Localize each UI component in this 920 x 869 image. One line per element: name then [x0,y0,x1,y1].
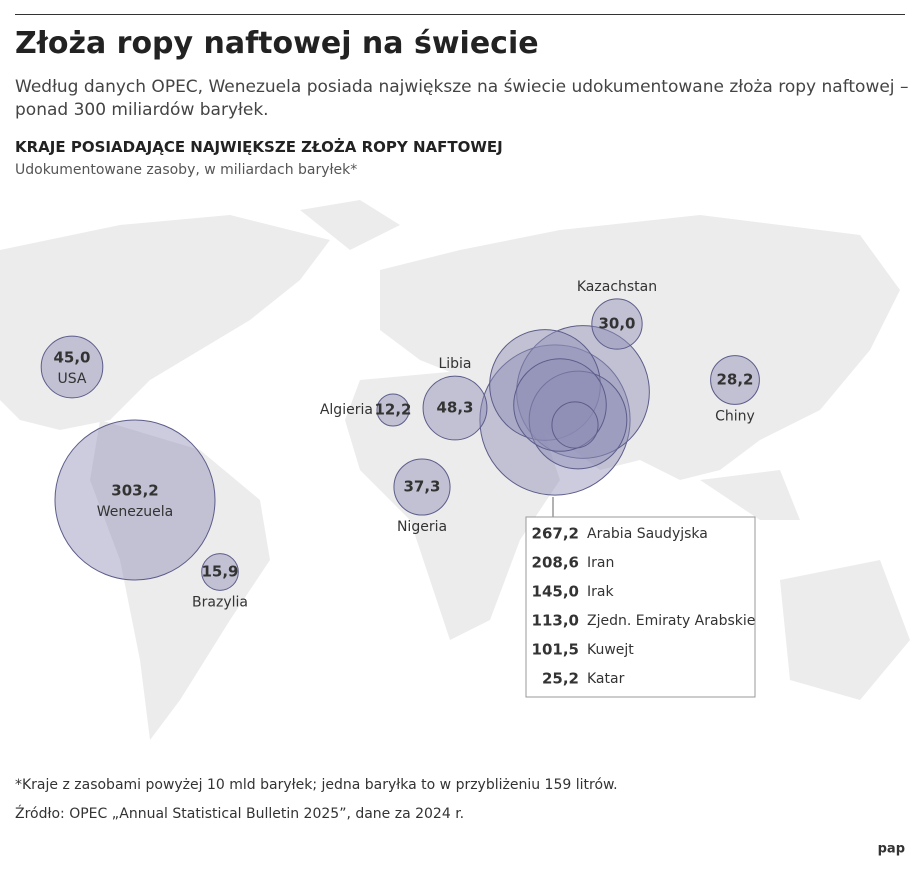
bubble [376,393,410,427]
bubble [710,355,760,405]
bubble [422,375,488,441]
value-label: 37,3 [403,478,440,496]
value-label: 113,0 [532,612,579,630]
value-label: 48,3 [436,399,473,417]
logo: pap [878,842,905,857]
country-label: Algieria [320,402,373,418]
bubble [528,370,628,470]
world-map [0,200,910,740]
value-label: 145,0 [532,583,579,601]
bubble [40,335,104,399]
title: Złoża ropy naftowej na świecie [15,26,539,61]
value-label: 208,6 [532,554,579,572]
value-label: 25,2 [542,670,579,688]
country-label: Nigeria [397,519,447,535]
country-label: Libia [438,356,471,372]
country-label: Zjedn. Emiraty Arabskie [587,613,755,629]
bubble [513,358,607,452]
bubble [591,298,643,350]
value-label: 45,0 [53,349,90,367]
country-label: Chiny [715,408,755,424]
bubble [489,329,601,441]
country-label: Brazylia [192,594,248,610]
value-label: 303,2 [111,482,158,500]
country-label: Kazachstan [577,279,657,295]
country-label: Arabia Saudyjska [587,526,708,542]
bubble [516,325,650,459]
value-label: 267,2 [532,525,579,543]
value-label: 28,2 [716,371,753,389]
country-label: USA [58,371,87,387]
footnote: *Kraje z zasobami powyżej 10 mld baryłek… [15,777,618,793]
country-label: Katar [587,671,625,687]
country-label: Iran [587,555,614,571]
country-label: Wenezuela [97,504,173,520]
bubble [393,458,451,516]
bubble [201,553,239,591]
bubble [551,401,599,449]
legend-box [525,516,756,698]
value-label: 15,9 [201,563,238,581]
subtitle: Według danych OPEC, Wenezuela posiada na… [15,77,909,120]
country-label: Irak [587,584,614,600]
bubble [54,419,216,581]
rule [15,14,905,15]
country-label: Kuwejt [587,642,634,658]
chart-subtitle: Udokumentowane zasoby, w miliardach bary… [15,162,358,178]
value-label: 30,0 [598,315,635,333]
source: Źródło: OPEC „Annual Statistical Bulleti… [15,806,465,822]
value-label: 101,5 [532,641,579,659]
value-label: 12,2 [374,401,411,419]
chart-title: KRAJE POSIADAJĄCE NAJWIĘKSZE ZŁOŻA ROPY … [15,138,503,156]
